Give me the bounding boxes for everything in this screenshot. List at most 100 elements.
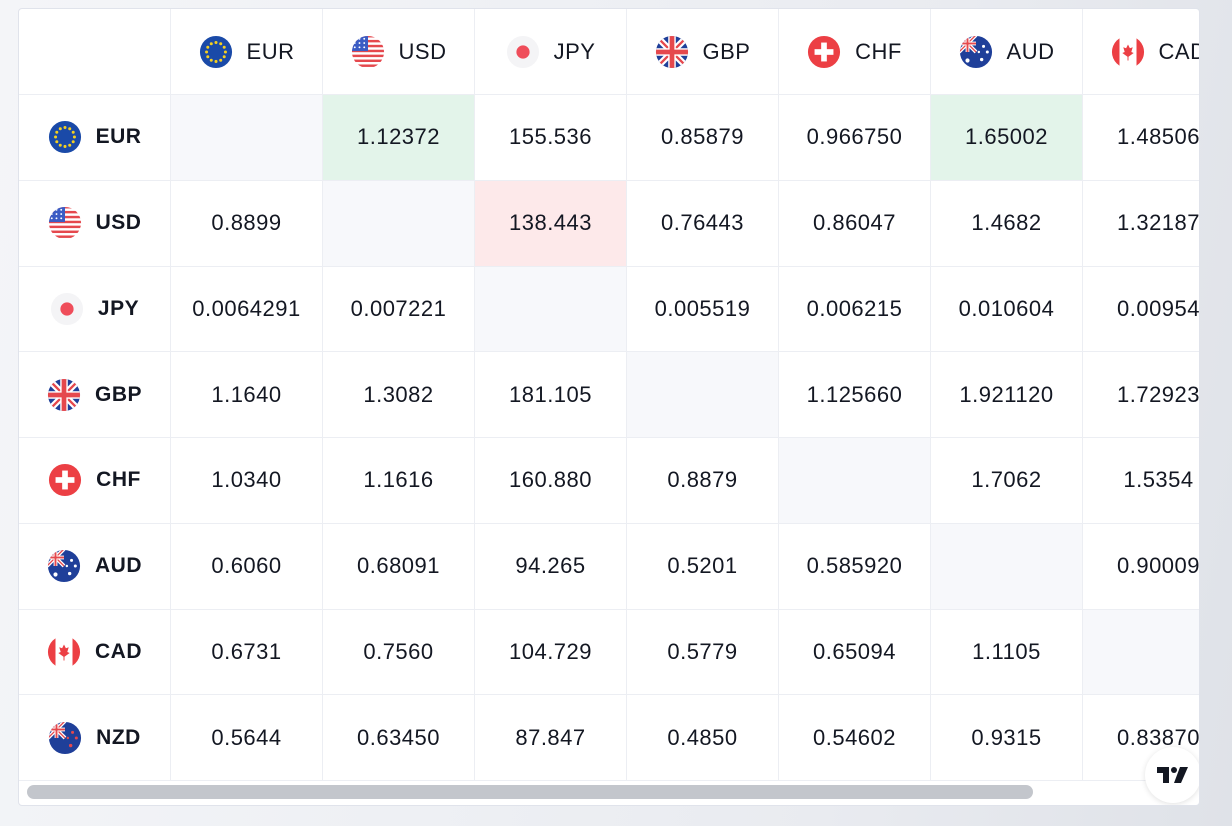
row-header-gbp[interactable]: GBP (19, 352, 171, 438)
rate-cell-gbp-aud[interactable]: 1.921120 (931, 352, 1083, 438)
row-header-chf[interactable]: CHF (19, 438, 171, 524)
corner-cell (19, 9, 171, 95)
rate-cell-usd-cad[interactable]: 1.32187 (1083, 181, 1199, 267)
diagonal-cell (627, 352, 779, 438)
gb-flag-icon (655, 35, 688, 68)
rate-cell-gbp-jpy[interactable]: 181.105 (475, 352, 627, 438)
rate-cell-cad-gbp[interactable]: 0.5779 (627, 609, 779, 696)
diagonal-cell (171, 95, 323, 181)
ch-flag-icon (49, 464, 82, 497)
diagonal-cell (475, 266, 627, 353)
rate-cell-cad-aud[interactable]: 1.1105 (931, 609, 1083, 696)
column-header-gbp[interactable]: GBP (627, 9, 779, 95)
rate-cell-nzd-chf[interactable]: 0.54602 (779, 695, 931, 781)
rate-cell-usd-jpy[interactable]: 138.443 (475, 180, 627, 267)
au-flag-icon (959, 35, 992, 68)
rate-cell-usd-gbp[interactable]: 0.76443 (627, 180, 779, 267)
us-flag-icon (48, 207, 81, 240)
rate-cell-jpy-aud[interactable]: 0.010604 (931, 266, 1083, 353)
rate-cell-eur-usd[interactable]: 1.12372 (323, 95, 475, 181)
au-flag-icon (47, 550, 81, 583)
rate-cell-gbp-usd[interactable]: 1.3082 (323, 352, 475, 438)
row-header-jpy[interactable]: JPY (19, 266, 171, 353)
column-header-label: EUR (246, 38, 295, 64)
column-header-cad[interactable]: CAD (1083, 9, 1199, 95)
row-header-usd[interactable]: USD (19, 180, 171, 267)
rate-cell-jpy-chf[interactable]: 0.006215 (779, 266, 931, 353)
row-header-label: CHF (96, 468, 141, 492)
column-header-label: CAD (1158, 38, 1199, 64)
horizontal-scrollbar[interactable] (27, 785, 1033, 799)
rate-cell-nzd-cad[interactable]: 0.83870 (1083, 695, 1199, 781)
rate-cell-cad-usd[interactable]: 0.7560 (323, 609, 475, 696)
rate-cell-chf-aud[interactable]: 1.7062 (931, 438, 1083, 524)
column-header-label: JPY (553, 38, 596, 64)
column-header-jpy[interactable]: JPY (475, 9, 627, 95)
rate-cell-gbp-eur[interactable]: 1.1640 (171, 352, 323, 438)
column-header-label: USD (398, 38, 447, 64)
rate-cell-cad-eur[interactable]: 0.6731 (171, 609, 323, 696)
gb-flag-icon (47, 378, 81, 411)
row-header-label: JPY (97, 296, 140, 320)
rate-cell-aud-usd[interactable]: 0.68091 (323, 523, 475, 610)
rate-cell-jpy-gbp[interactable]: 0.005519 (627, 266, 779, 353)
column-header-chf[interactable]: CHF (779, 9, 931, 95)
rate-cell-gbp-chf[interactable]: 1.125660 (779, 352, 931, 438)
ch-flag-icon (808, 35, 841, 68)
rate-cell-eur-gbp[interactable]: 0.85879 (627, 95, 779, 181)
column-header-usd[interactable]: USD (323, 9, 475, 95)
rate-cell-eur-cad[interactable]: 1.48506 (1083, 95, 1199, 181)
diagonal-cell (323, 180, 475, 267)
rate-cell-aud-gbp[interactable]: 0.5201 (627, 523, 779, 610)
rate-cell-aud-jpy[interactable]: 94.265 (475, 523, 627, 610)
rate-cell-chf-usd[interactable]: 1.1616 (323, 438, 475, 524)
rate-cell-jpy-usd[interactable]: 0.007221 (323, 266, 475, 353)
column-header-eur[interactable]: EUR (171, 9, 323, 95)
ca-flag-icon (47, 635, 81, 668)
rate-cell-chf-jpy[interactable]: 160.880 (475, 438, 627, 524)
row-header-nzd[interactable]: NZD (19, 695, 171, 781)
cross-rates-widget: EUR USD JPY GBP CHF AUD CAD NZD EUR 1.12372155.53… (18, 8, 1200, 806)
rate-cell-chf-eur[interactable]: 1.0340 (171, 438, 323, 524)
rate-cell-cad-jpy[interactable]: 104.729 (475, 609, 627, 696)
row-header-label: AUD (95, 554, 142, 578)
rate-cell-nzd-gbp[interactable]: 0.4850 (627, 695, 779, 781)
column-header-label: AUD (1006, 38, 1055, 64)
rate-cell-chf-cad[interactable]: 1.5354 (1083, 438, 1199, 524)
rate-cell-aud-cad[interactable]: 0.90009 (1083, 524, 1199, 610)
diagonal-cell (779, 438, 931, 524)
tradingview-logo-icon[interactable] (1145, 747, 1199, 803)
rate-cell-gbp-cad[interactable]: 1.72923 (1083, 352, 1199, 438)
rate-cell-eur-chf[interactable]: 0.966750 (779, 95, 931, 181)
rate-cell-aud-eur[interactable]: 0.6060 (171, 523, 323, 610)
row-header-label: CAD (95, 639, 142, 663)
rate-cell-nzd-jpy[interactable]: 87.847 (475, 695, 627, 781)
row-header-aud[interactable]: AUD (19, 523, 171, 610)
rate-cell-nzd-aud[interactable]: 0.9315 (931, 695, 1083, 781)
row-header-eur[interactable]: EUR (19, 95, 171, 181)
us-flag-icon (351, 35, 384, 68)
row-header-cad[interactable]: CAD (19, 609, 171, 696)
rate-cell-chf-gbp[interactable]: 0.8879 (627, 438, 779, 524)
rate-cell-eur-aud[interactable]: 1.65002 (931, 95, 1083, 181)
eu-flag-icon (48, 121, 81, 154)
rate-cell-jpy-eur[interactable]: 0.0064291 (171, 266, 323, 353)
row-header-label: USD (95, 211, 142, 235)
row-header-label: EUR (95, 125, 142, 149)
column-header-aud[interactable]: AUD (931, 9, 1083, 95)
rate-cell-jpy-cad[interactable]: 0.00954 (1083, 267, 1199, 353)
rate-cell-usd-chf[interactable]: 0.86047 (779, 180, 931, 267)
cross-rates-table: EUR USD JPY GBP CHF AUD CAD NZD EUR 1.12372155.53… (19, 9, 1199, 781)
rate-cell-usd-aud[interactable]: 1.4682 (931, 180, 1083, 267)
rate-cell-eur-jpy[interactable]: 155.536 (475, 95, 627, 181)
rate-cell-cad-chf[interactable]: 0.65094 (779, 609, 931, 696)
rate-cell-aud-chf[interactable]: 0.585920 (779, 523, 931, 610)
jp-flag-icon (50, 292, 83, 325)
column-header-label: CHF (855, 38, 902, 64)
rate-cell-nzd-usd[interactable]: 0.63450 (323, 695, 475, 781)
rate-cell-nzd-eur[interactable]: 0.5644 (171, 695, 323, 781)
row-header-label: NZD (96, 725, 141, 749)
jp-flag-icon (506, 35, 539, 68)
rate-cell-usd-eur[interactable]: 0.8899 (171, 180, 323, 267)
diagonal-cell (1083, 609, 1199, 696)
